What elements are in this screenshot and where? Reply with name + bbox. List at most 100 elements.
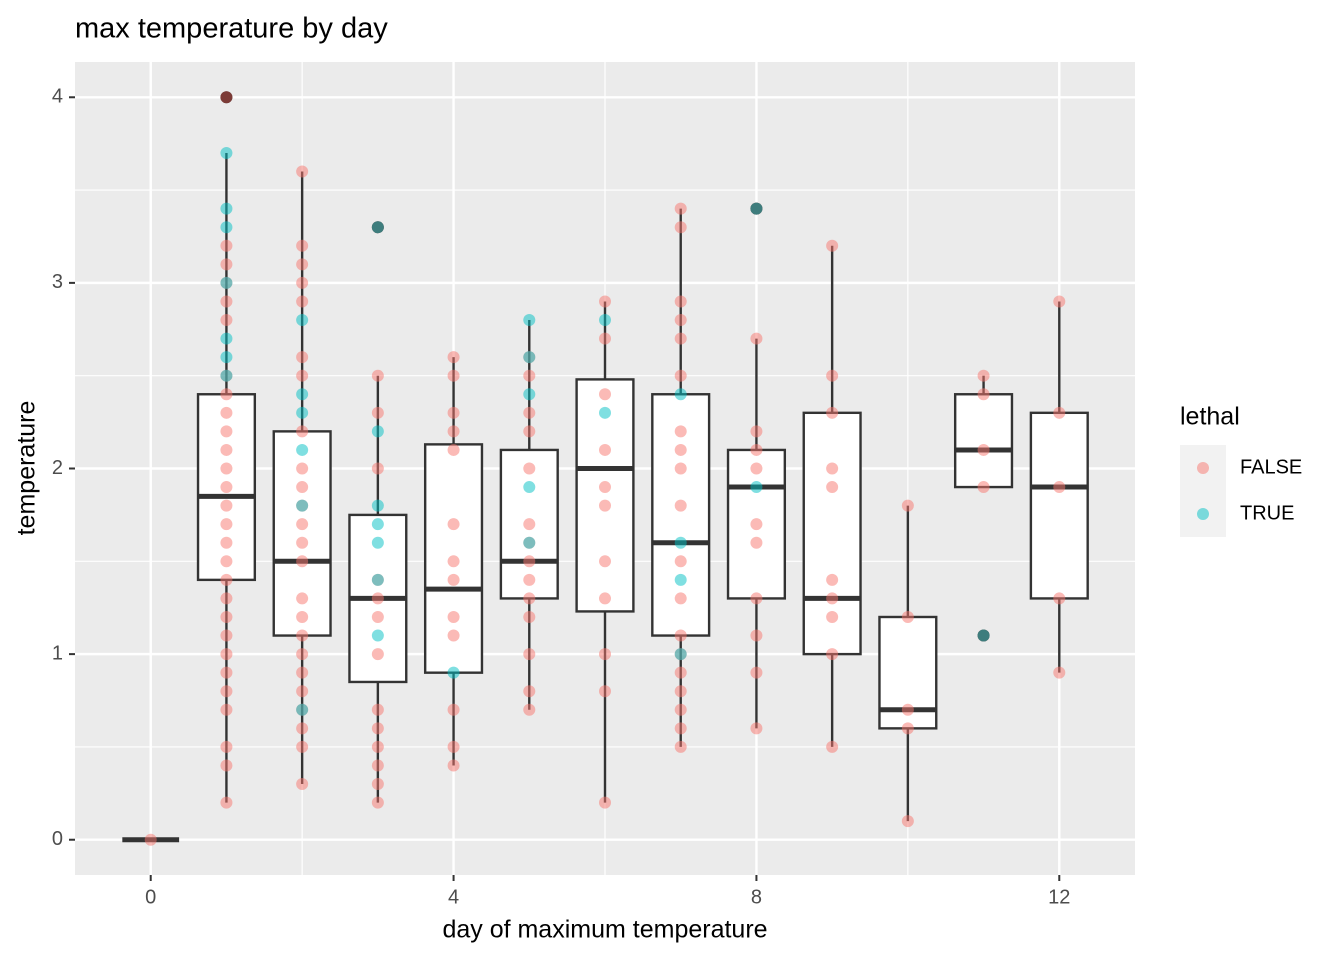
- point: [826, 406, 839, 419]
- point: [523, 351, 536, 364]
- point: [220, 740, 233, 753]
- point: [296, 314, 309, 327]
- point: [296, 351, 309, 364]
- point: [750, 722, 763, 735]
- point: [523, 481, 536, 494]
- point: [977, 443, 990, 456]
- point: [220, 555, 233, 568]
- point: [447, 703, 460, 716]
- point: [220, 388, 233, 401]
- point: [523, 536, 536, 549]
- point: [826, 481, 839, 494]
- point: [220, 462, 233, 475]
- point: [220, 759, 233, 772]
- point: [371, 740, 384, 753]
- point: [523, 648, 536, 661]
- y-tick-label: 4: [52, 86, 63, 108]
- point: [371, 221, 384, 234]
- point: [523, 406, 536, 419]
- point: [371, 499, 384, 512]
- point: [296, 703, 309, 716]
- y-axis-title: temperature: [13, 401, 41, 536]
- point: [674, 314, 687, 327]
- point: [674, 592, 687, 605]
- point: [447, 518, 460, 531]
- chart-title: max temperature by day: [75, 13, 388, 45]
- point: [447, 573, 460, 586]
- point: [371, 778, 384, 791]
- point: [599, 592, 611, 605]
- point: [371, 610, 384, 623]
- point: [220, 796, 233, 809]
- point: [220, 295, 233, 308]
- point: [977, 369, 990, 382]
- point: [296, 722, 309, 735]
- point: [371, 518, 384, 531]
- y-tick-label: 0: [52, 828, 63, 850]
- point: [599, 295, 611, 308]
- point: [371, 703, 384, 716]
- point: [674, 573, 687, 586]
- point: [523, 610, 536, 623]
- point: [296, 648, 309, 661]
- point: [901, 703, 914, 716]
- point: [220, 481, 233, 494]
- point: [599, 481, 611, 494]
- box-body: [272, 430, 332, 637]
- point: [750, 443, 763, 456]
- point: [523, 388, 536, 401]
- point: [901, 499, 914, 512]
- point: [296, 276, 309, 289]
- point: [220, 369, 233, 382]
- point: [447, 759, 460, 772]
- point: [826, 239, 839, 252]
- point: [826, 740, 839, 753]
- point: [674, 555, 687, 568]
- y-tick-label: 2: [52, 457, 63, 479]
- point: [220, 351, 233, 364]
- point: [523, 592, 536, 605]
- point: [599, 555, 611, 568]
- point: [1053, 406, 1066, 419]
- point: [826, 369, 839, 382]
- point: [447, 406, 460, 419]
- point: [901, 815, 914, 828]
- point: [296, 165, 309, 178]
- point: [674, 648, 687, 661]
- legend-label: FALSE: [1240, 456, 1302, 478]
- point: [220, 406, 233, 419]
- point: [371, 406, 384, 419]
- point: [826, 592, 839, 605]
- x-axis-title: day of maximum temperature: [442, 916, 767, 944]
- point: [220, 536, 233, 549]
- point: [674, 666, 687, 679]
- point: [750, 536, 763, 549]
- x-tick-label: 0: [145, 886, 156, 908]
- point: [220, 332, 233, 345]
- legend-marker: [1197, 462, 1209, 474]
- point: [447, 443, 460, 456]
- point: [447, 666, 460, 679]
- point: [599, 388, 611, 401]
- point: [220, 258, 233, 271]
- point: [674, 703, 687, 716]
- point: [296, 462, 309, 475]
- point: [750, 462, 763, 475]
- legend-label: TRUE: [1240, 502, 1294, 524]
- point: [599, 332, 611, 345]
- point: [371, 425, 384, 438]
- point: [447, 555, 460, 568]
- x-tick-label: 8: [751, 886, 762, 908]
- point: [220, 499, 233, 512]
- point: [599, 685, 611, 698]
- point: [674, 740, 687, 753]
- point: [674, 462, 687, 475]
- point: [826, 610, 839, 623]
- point: [220, 573, 233, 586]
- box-body: [953, 393, 1014, 489]
- point: [220, 666, 233, 679]
- point: [674, 369, 687, 382]
- point: [1053, 295, 1066, 308]
- point: [371, 796, 384, 809]
- point: [296, 258, 309, 271]
